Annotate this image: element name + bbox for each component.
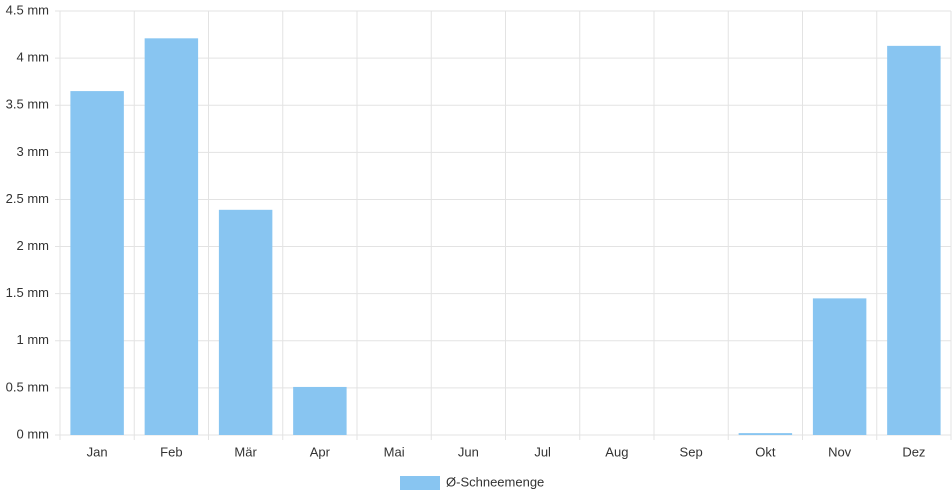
bar	[144, 38, 199, 436]
x-tick-label: Mai	[384, 444, 405, 459]
bar	[887, 45, 941, 436]
legend-label: Ø-Schneemenge	[446, 474, 544, 489]
bar	[812, 298, 867, 435]
x-tick-label: Okt	[755, 444, 776, 459]
y-tick-label: 0 mm	[17, 426, 50, 441]
y-tick-label: 3.5 mm	[6, 97, 49, 112]
x-tick-label: Nov	[828, 444, 852, 459]
x-tick-label: Feb	[160, 444, 182, 459]
x-tick-label: Aug	[605, 444, 628, 459]
x-tick-label: Dez	[902, 444, 925, 459]
y-tick-label: 1 mm	[17, 332, 50, 347]
bar	[70, 91, 124, 435]
y-tick-label: 4 mm	[17, 50, 50, 65]
y-tick-label: 3 mm	[17, 144, 50, 159]
x-tick-label: Jun	[458, 444, 479, 459]
y-tick-label: 2.5 mm	[6, 191, 49, 206]
y-tick-label: 2 mm	[17, 238, 50, 253]
bar	[218, 209, 273, 435]
legend-swatch	[400, 476, 440, 490]
x-tick-label: Mär	[234, 444, 257, 459]
y-tick-label: 1.5 mm	[6, 285, 49, 300]
x-tick-label: Apr	[310, 444, 331, 459]
x-tick-label: Jul	[534, 444, 551, 459]
bar	[738, 433, 793, 435]
y-tick-label: 0.5 mm	[6, 379, 49, 394]
x-tick-label: Sep	[680, 444, 703, 459]
x-tick-label: Jan	[87, 444, 108, 459]
bar	[293, 386, 347, 435]
y-tick-label: 4.5 mm	[6, 2, 49, 17]
